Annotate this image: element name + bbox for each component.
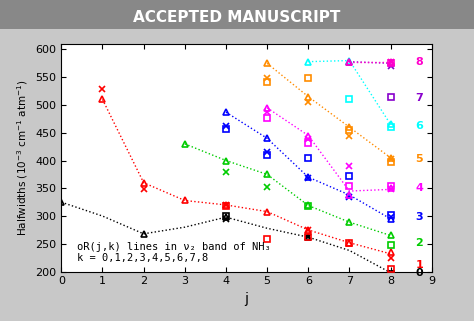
Text: 7: 7 bbox=[415, 93, 423, 103]
X-axis label: j: j bbox=[245, 292, 248, 306]
Text: 3: 3 bbox=[415, 212, 423, 222]
Text: 2: 2 bbox=[415, 238, 423, 248]
Text: 4: 4 bbox=[415, 183, 423, 193]
Text: 1: 1 bbox=[415, 260, 423, 270]
Text: 6: 6 bbox=[415, 121, 423, 131]
Text: 5: 5 bbox=[415, 154, 423, 164]
Text: ACCEPTED MANUSCRIPT: ACCEPTED MANUSCRIPT bbox=[133, 10, 341, 25]
Y-axis label: Halfwidths (10$^{-3}$ cm$^{-1}$ atm$^{-1}$): Halfwidths (10$^{-3}$ cm$^{-1}$ atm$^{-1… bbox=[15, 79, 30, 236]
Text: 8: 8 bbox=[415, 57, 423, 67]
Text: oR(j,k) lines in ν₂ band of NH₃
k = 0,1,2,3,4,5,6,7,8: oR(j,k) lines in ν₂ band of NH₃ k = 0,1,… bbox=[77, 242, 271, 263]
Text: 0: 0 bbox=[415, 268, 423, 278]
